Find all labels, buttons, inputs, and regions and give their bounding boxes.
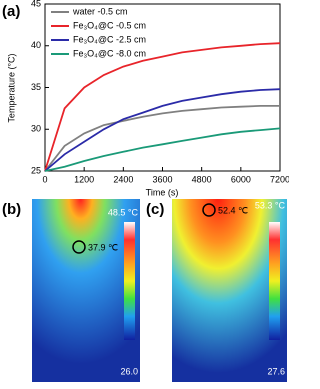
panel-label: (b) — [2, 201, 21, 218]
y-tick-label: 40 — [31, 40, 41, 50]
panel-label: (a) — [2, 3, 20, 20]
x-tick-label: 0 — [42, 174, 47, 184]
spot-marker — [72, 240, 86, 254]
color-bar — [124, 222, 135, 340]
thermal-view — [172, 199, 287, 382]
y-axis-label: Temperature (°C) — [6, 53, 16, 122]
series-line — [44, 105, 280, 172]
color-bar — [269, 222, 280, 340]
min-temp: 27.6 — [267, 366, 285, 376]
figure: (a) Temperature (°C) Time (s) (b) 48.5 °… — [2, 0, 290, 382]
series-line — [44, 88, 281, 172]
spot-temp: 37.9 ℃ — [88, 242, 118, 252]
series-line — [44, 42, 281, 172]
y-tick-label: 30 — [31, 124, 41, 134]
x-axis-label: Time (s) — [146, 187, 179, 197]
thermal-image-b: (b) 48.5 °C 26.0 37.9 ℃ — [2, 199, 140, 382]
x-tick-label: 4800 — [192, 174, 212, 184]
x-tick-label: 6000 — [231, 174, 251, 184]
x-tick-label: 7200 — [270, 174, 289, 184]
y-tick-label: 35 — [31, 82, 41, 92]
legend-label: water -0.5 cm — [72, 6, 128, 16]
thermal-view — [32, 199, 140, 382]
y-tick-label: 45 — [31, 0, 41, 8]
x-tick-label: 2400 — [113, 174, 133, 184]
min-temp: 26.0 — [120, 366, 138, 376]
series-line — [44, 127, 281, 172]
thermal-image-c: (c) 53.3 °C 27.6 52.4 ℃ — [146, 199, 287, 382]
x-tick-label: 3600 — [152, 174, 172, 184]
legend-label: Fe₃O₄@C -8.0 cm — [73, 48, 146, 58]
spot-marker — [202, 203, 216, 217]
y-tick-label: 25 — [31, 165, 41, 175]
spot-temp: 52.4 ℃ — [218, 205, 248, 215]
max-temp: 48.5 °C — [108, 207, 139, 217]
x-tick-label: 1200 — [74, 174, 94, 184]
panel-label: (c) — [146, 201, 164, 218]
legend-label: Fe₃O₄@C -0.5 cm — [73, 20, 146, 30]
legend-label: Fe₃O₄@C -2.5 cm — [73, 34, 146, 44]
max-temp: 53.3 °C — [255, 200, 286, 210]
